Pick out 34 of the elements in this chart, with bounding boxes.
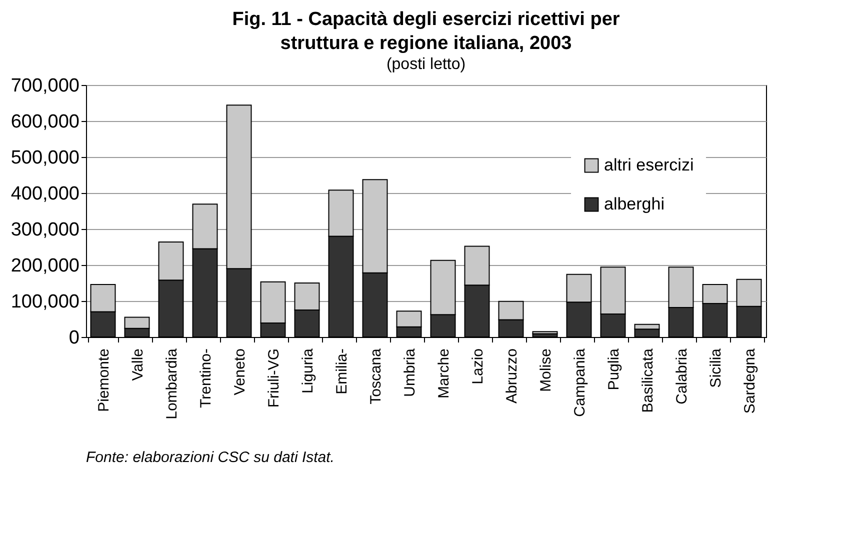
x-tick-label: Piemonte: [96, 348, 112, 412]
bar: [532, 331, 558, 334]
y-tick-label: 0: [68, 328, 80, 348]
x-tick-label: Abruzzo: [504, 348, 520, 404]
x-tick-label: Trentino-: [198, 348, 214, 408]
x-tick-label: Campania: [572, 348, 588, 417]
source-note: Fonte: elaborazioni CSC su dati Istat.: [86, 449, 334, 466]
x-tick-label: Sicilia: [708, 348, 724, 388]
legend-label: altri esercizi: [604, 156, 694, 174]
x-tick-label: Liguria: [300, 348, 316, 394]
x-tick-label: Puglia: [606, 348, 622, 390]
y-tick-label: 500,000: [10, 148, 80, 168]
x-tick-label: Marche: [436, 348, 452, 399]
y-tick-label: 100,000: [10, 292, 80, 312]
y-tick-label: 600,000: [10, 112, 80, 132]
y-tick-label: 200,000: [10, 256, 80, 276]
x-tick-label: Sardegna: [742, 348, 758, 414]
x-tick-label: Veneto: [232, 348, 248, 396]
x-tick-label: Lombardia: [164, 348, 180, 420]
x-tick-label: Valle: [130, 348, 146, 381]
y-tick-label: 400,000: [10, 184, 80, 204]
x-tick-label: Umbria: [402, 348, 418, 397]
chart-subtitle: (posti letto): [386, 56, 466, 73]
x-tick-label: Emilia-: [334, 348, 350, 394]
x-tick-label: Friuli-VG: [266, 348, 282, 408]
x-tick-label: Basilicata: [640, 348, 656, 413]
x-tick-label: Lazio: [470, 348, 486, 384]
y-tick-label: 700,000: [10, 76, 80, 96]
x-tick-label: Calabria: [674, 348, 690, 404]
x-tick-label: Toscana: [368, 348, 384, 404]
y-tick-label: 300,000: [10, 220, 80, 240]
x-tick-label: Molise: [538, 348, 554, 392]
chart-title: Fig. 11 - Capacità degli esercizi ricettivi per struttura e regione italiana, 2003: [232, 9, 620, 54]
legend-label: alberghi: [604, 194, 664, 214]
